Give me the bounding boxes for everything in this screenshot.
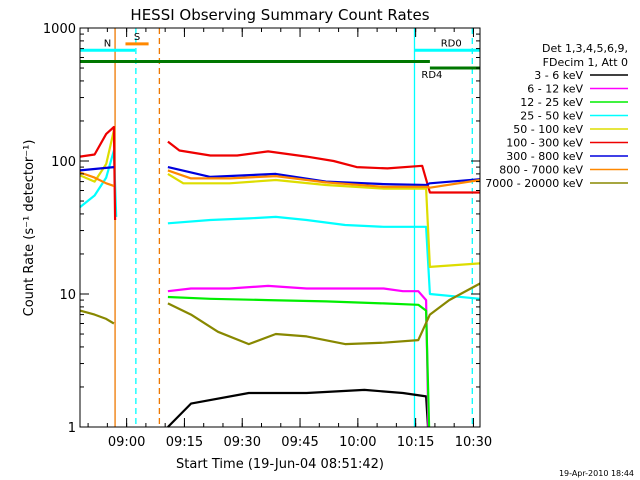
- y-axis-label: Count Rate (s⁻¹ detector⁻¹): [22, 140, 37, 317]
- series-line: [79, 309, 115, 325]
- x-tick-label: 09:30: [224, 435, 261, 450]
- legend-header-line-1: Det 1,3,4,5,6,9,: [542, 42, 628, 55]
- annotation-label: RD0: [441, 38, 462, 49]
- series-line: [167, 166, 481, 187]
- y-tick-label: 100: [51, 155, 76, 170]
- legend-entry-label: 300 - 800 keV: [506, 150, 583, 163]
- x-tick-label: 09:15: [166, 435, 203, 450]
- x-tick-label: 10:00: [339, 435, 376, 450]
- legend-entry-label: 100 - 300 keV: [506, 137, 583, 150]
- annotation-label: S: [134, 32, 140, 43]
- x-axis-ticks: 09:00 09:15 09:30 09:45 10:00 10:15 10:30: [87, 28, 492, 450]
- legend-entry-label: 50 - 100 keV: [513, 123, 583, 136]
- series-line: [167, 282, 481, 346]
- legend-header-line-2: FDecim 1, Att 0: [543, 56, 628, 69]
- series-lines: [79, 125, 481, 428]
- chart-title: HESSI Observing Summary Count Rates: [130, 6, 429, 24]
- legend-entry-label: 800 - 7000 keV: [499, 164, 583, 177]
- legend-entry-label: 6 - 12 keV: [527, 83, 583, 96]
- series-line: [167, 140, 480, 194]
- annotation-bars: S N RD0 RD4: [80, 32, 480, 81]
- annotation-label: RD4: [421, 70, 442, 81]
- legend-entry-label: 12 - 25 keV: [520, 96, 583, 109]
- legend: Det 1,3,4,5,6,9, FDecim 1, Att 0 3 - 6 k…: [485, 42, 628, 190]
- x-tick-label: 10:15: [397, 435, 434, 450]
- y-tick-label: 1: [68, 421, 76, 436]
- y-tick-label: 10: [59, 288, 76, 303]
- legend-entry-label: 7000 - 20000 keV: [485, 177, 583, 190]
- x-tick-label: 09:00: [108, 435, 145, 450]
- series-line: [167, 388, 430, 428]
- series-line: [167, 215, 481, 300]
- legend-entry-label: 25 - 50 keV: [520, 110, 583, 123]
- series-line: [79, 125, 117, 221]
- legend-entry-label: 3 - 6 keV: [534, 69, 583, 82]
- series-line: [167, 169, 481, 189]
- series-line: [79, 166, 115, 172]
- x-tick-label: 09:45: [281, 435, 318, 450]
- series-line: [167, 284, 430, 428]
- series-line: [79, 130, 115, 183]
- series-line: [167, 172, 481, 268]
- x-axis-label: Start Time (19-Jun-04 08:51:42): [176, 457, 384, 472]
- y-axis-ticks: 1 10 100 1000: [43, 22, 480, 436]
- series-line: [79, 171, 115, 187]
- y-tick-label: 1000: [43, 22, 76, 37]
- footer-date: 19-Apr-2010 18:44: [559, 469, 634, 478]
- x-tick-label: 10:30: [455, 435, 492, 450]
- annotation-label: N: [104, 38, 111, 49]
- series-line: [167, 295, 431, 428]
- plot-frame: [79, 27, 481, 428]
